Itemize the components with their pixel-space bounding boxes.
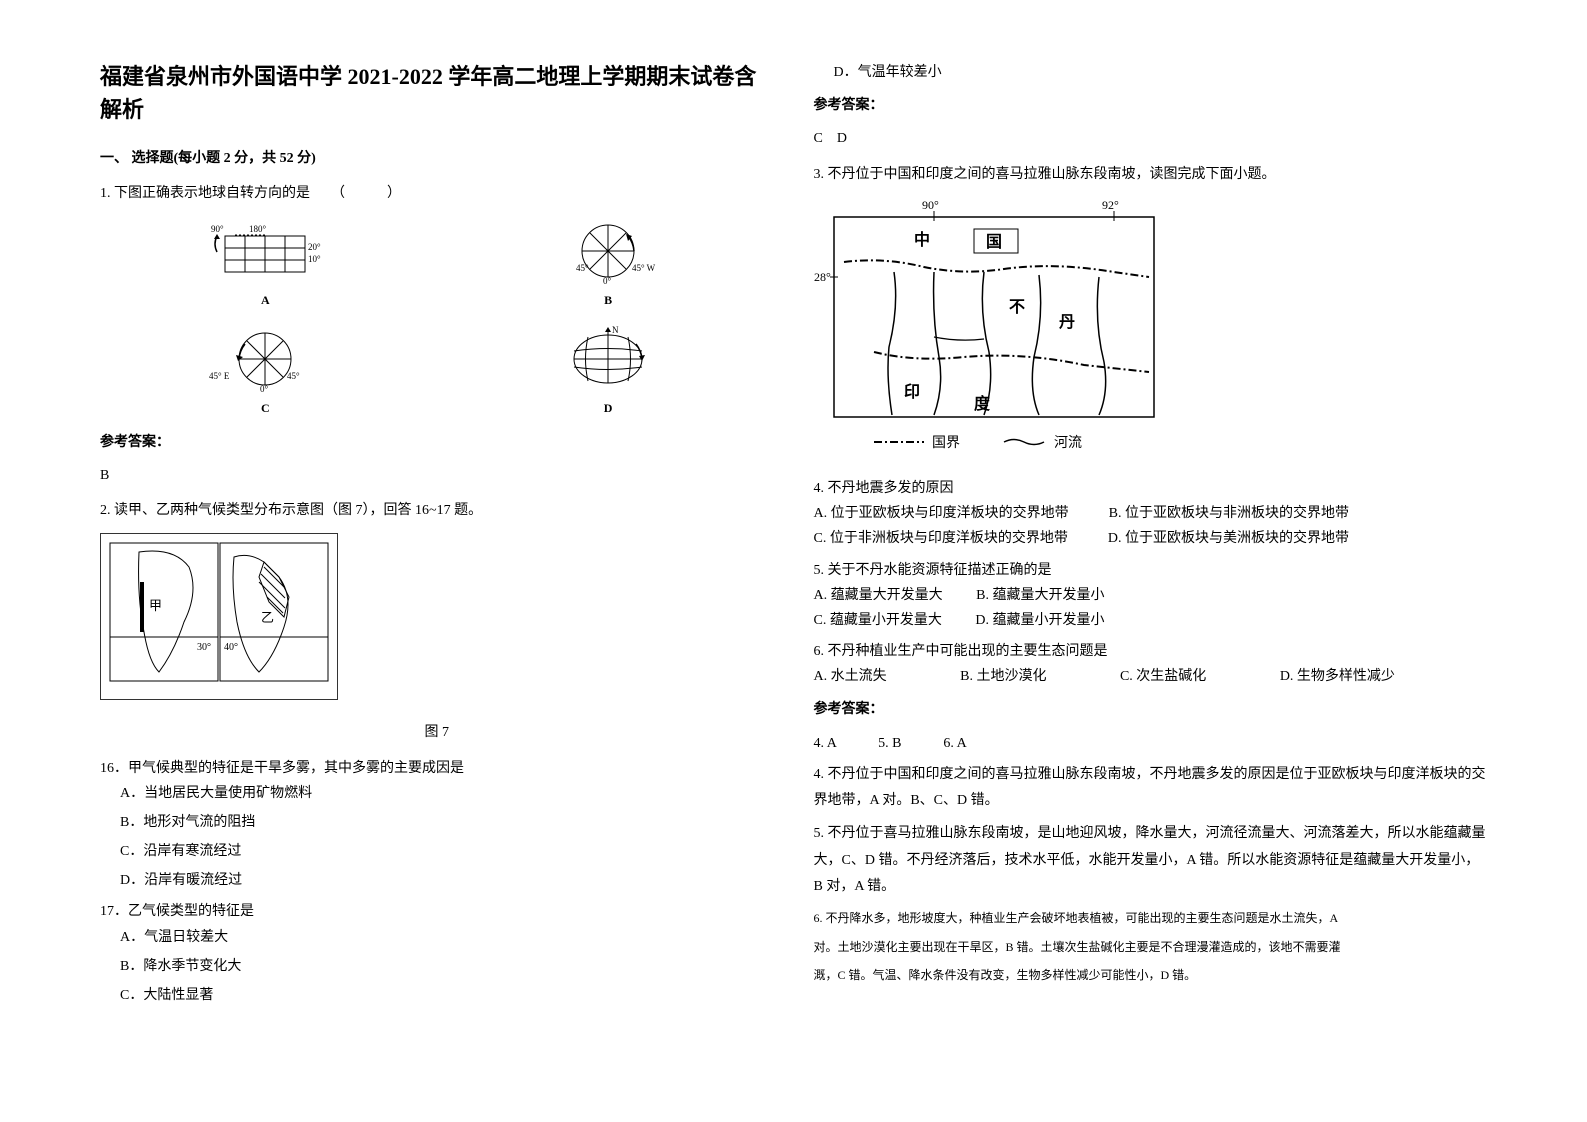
q1-figure-b: 45° 0° 45° W B <box>443 216 774 312</box>
q5-stem: 5. 关于不丹水能资源特征描述正确的是 <box>814 558 1488 583</box>
label-10: 10° <box>308 254 321 264</box>
q1-figure-c: 45° E 0° 45° C <box>100 324 431 420</box>
q1-figure-a: 90° 180° 20° 10° A <box>100 216 431 312</box>
q16-a: A．当地居民大量使用矿物燃料 <box>120 781 774 806</box>
right-column: D．气温年较差小 参考答案： C D 3. 不丹位于中国和印度之间的喜马拉雅山脉… <box>794 60 1508 1062</box>
q2-figure: 甲 30° 乙 40° <box>100 533 338 700</box>
q5-b: B. 蕴藏量大开发量小 <box>976 588 1104 603</box>
q3-stem: 3. 不丹位于中国和印度之间的喜马拉雅山脉东段南坡，读图完成下面小题。 <box>814 162 1488 187</box>
q5-c: C. 蕴藏量小开发量大 <box>814 613 942 628</box>
q5-row1: A. 蕴藏量大开发量大 B. 蕴藏量大开发量小 <box>814 583 1488 608</box>
question-2: 2. 读甲、乙两种气候类型分布示意图（图 7），回答 16~17 题。 甲 30… <box>100 498 774 1008</box>
map-92: 92° <box>1102 198 1119 212</box>
q6-stem: 6. 不丹种植业生产中可能出现的主要生态问题是 <box>814 639 1488 664</box>
q5-row2: C. 蕴藏量小开发量大 D. 蕴藏量小开发量小 <box>814 608 1488 633</box>
q2-caption: 图 7 <box>100 720 774 745</box>
q1-stem: 1. 下图正确表示地球自转方向的是 （ ） <box>100 181 774 206</box>
q5-a: A. 蕴藏量大开发量大 <box>814 588 943 603</box>
map-cn: 中 <box>914 230 930 249</box>
label-45e: 45° E <box>209 371 230 381</box>
q17-stem: 17．乙气候类型的特征是 <box>100 899 774 924</box>
label-40: 40° <box>224 642 238 653</box>
q4-a: A. 位于亚欧板块与印度洋板块的交界地带 <box>814 501 1069 526</box>
exam-title: 福建省泉州市外国语中学 2021-2022 学年高二地理上学期期末试卷含解析 <box>100 60 774 126</box>
explain-5: 5. 不丹位于喜马拉雅山脉东段南坡，是山地迎风坡，降水量大，河流径流量大、河流落… <box>814 821 1488 901</box>
q17-b: B．降水季节变化大 <box>120 954 774 979</box>
q6-b: B. 土地沙漠化 <box>960 669 1046 684</box>
q4-stem: 4. 不丹地震多发的原因 <box>814 476 1488 501</box>
q6-c: C. 次生盐碱化 <box>1120 669 1206 684</box>
label-30: 30° <box>197 642 211 653</box>
map-90: 90° <box>922 198 939 212</box>
label-20: 20° <box>308 242 321 252</box>
q4-b: B. 位于亚欧板块与非洲板块的交界地带 <box>1109 501 1349 526</box>
label-0b: 0° <box>603 276 612 286</box>
q5-d: D. 蕴藏量小开发量小 <box>975 613 1104 628</box>
q17-c: C．大陆性显著 <box>120 983 774 1008</box>
q16-stem: 16．甲气候典型的特征是干旱多雾，其中多雾的主要成因是 <box>100 756 774 781</box>
label-180: 180° <box>249 224 267 234</box>
q4-c: C. 位于非洲板块与印度洋板块的交界地带 <box>814 526 1068 551</box>
q6-d: D. 生物多样性减少 <box>1280 669 1395 684</box>
left-column: 福建省泉州市外国语中学 2021-2022 学年高二地理上学期期末试卷含解析 一… <box>80 60 794 1062</box>
section-heading: 一、 选择题(每小题 2 分，共 52 分) <box>100 146 774 171</box>
question-3: 3. 不丹位于中国和印度之间的喜马拉雅山脉东段南坡，读图完成下面小题。 90° … <box>814 162 1488 988</box>
question-1: 1. 下图正确表示地球自转方向的是 （ ） 90° 180° 20° 10° <box>100 181 774 419</box>
answer-label-1: 参考答案： <box>100 430 774 455</box>
q16-b: B．地形对气流的阻挡 <box>120 810 774 835</box>
q1-label-b: B <box>443 290 774 312</box>
map-bt1: 不 <box>1009 299 1025 316</box>
q3-answers: 4. A 5. B 6. A <box>814 731 1488 756</box>
answer-label-3: 参考答案： <box>814 697 1488 722</box>
q1-figure-grid: 90° 180° 20° 10° A 45° <box>100 216 774 419</box>
q16-d: D．沿岸有暖流经过 <box>120 868 774 893</box>
q1-answer: B <box>100 463 774 488</box>
label-0c: 0° <box>260 384 269 394</box>
map-28: 28° <box>814 270 831 284</box>
label-90: 90° <box>211 224 224 234</box>
q1-label-a: A <box>100 290 431 312</box>
map-guo: 国 <box>986 233 1002 251</box>
label-45w: 45° W <box>632 263 656 273</box>
q17-d: D．气温年较差小 <box>834 60 1488 85</box>
label-yi: 乙 <box>261 610 274 625</box>
answer-label-2: 参考答案： <box>814 93 1488 118</box>
label-n: N <box>612 325 619 335</box>
map-bt2: 丹 <box>1059 313 1075 331</box>
explain-4: 4. 不丹位于中国和印度之间的喜马拉雅山脉东段南坡，不丹地震多发的原因是位于亚欧… <box>814 762 1488 815</box>
q2-stem: 2. 读甲、乙两种气候类型分布示意图（图 7），回答 16~17 题。 <box>100 498 774 523</box>
q1-label-d: D <box>443 398 774 420</box>
label-45c: 45° <box>287 371 300 381</box>
q4-d: D. 位于亚欧板块与美洲板块的交界地带 <box>1108 526 1349 551</box>
q6-a: A. 水土流失 <box>814 669 887 684</box>
label-jia: 甲 <box>149 598 162 613</box>
q3-map: 90° 92° 28° 中 国 不 丹 印 度 <box>814 197 1488 466</box>
q2-answer: C D <box>814 126 1488 151</box>
q6-options: A. 水土流失 B. 土地沙漠化 C. 次生盐碱化 D. 生物多样性减少 <box>814 664 1488 689</box>
explain-6b: 对。土地沙漠化主要出现在干旱区，B 错。土壤次生盐碱化主要是不合理漫灌造成的，该… <box>814 936 1488 959</box>
q1-figure-d: N D <box>443 324 774 420</box>
q1-label-c: C <box>100 398 431 420</box>
map-in1: 印 <box>904 383 920 401</box>
label-45b: 45° <box>576 263 589 273</box>
explain-6a: 6. 不丹降水多，地形坡度大，种植业生产会破坏地表植被，可能出现的主要生态问题是… <box>814 907 1488 930</box>
q17-a: A．气温日较差大 <box>120 925 774 950</box>
legend-river: 河流 <box>1054 435 1082 451</box>
q16-c: C．沿岸有寒流经过 <box>120 839 774 864</box>
explain-6c: 溉，C 错。气温、降水条件没有改变，生物多样性减少可能性小，D 错。 <box>814 964 1488 987</box>
legend-border: 国界 <box>932 436 960 451</box>
